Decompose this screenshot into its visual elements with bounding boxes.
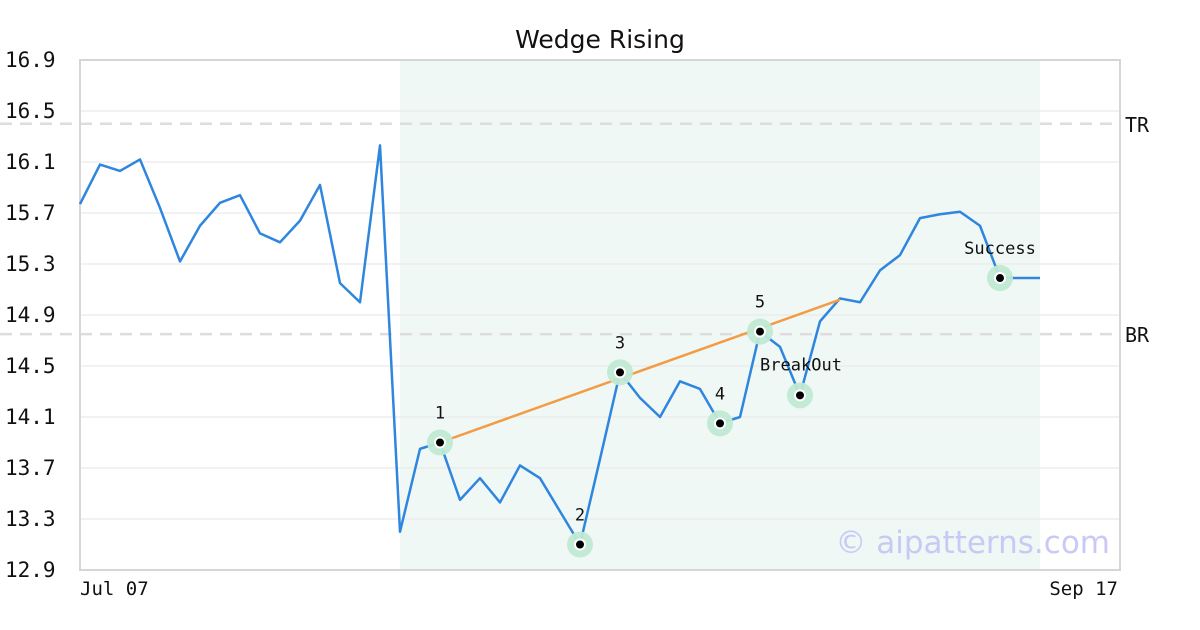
y-tick-label: 15.3 bbox=[5, 252, 56, 276]
pattern-point-marker bbox=[574, 538, 586, 551]
y-tick-label: 13.7 bbox=[5, 456, 56, 480]
pattern-point-marker bbox=[754, 325, 766, 338]
pattern-point-label: Success bbox=[964, 239, 1036, 259]
pattern-point-label: 3 bbox=[615, 333, 625, 353]
pattern-point-label: 4 bbox=[715, 384, 725, 404]
chart-title: Wedge Rising bbox=[515, 25, 685, 54]
y-tick-label: 16.1 bbox=[5, 150, 56, 174]
watermark: © aipatterns.com bbox=[835, 525, 1110, 561]
price-series-line bbox=[78, 144, 1040, 546]
y-tick-label: 15.7 bbox=[5, 201, 56, 225]
pattern-point-marker bbox=[994, 272, 1006, 285]
wedge-trend-line bbox=[439, 298, 841, 444]
y-tick-label: 14.9 bbox=[5, 303, 56, 327]
pattern-point-marker bbox=[614, 366, 626, 379]
y-axis-ticks: 12.9 13.3 13.7 14.1 14.5 14.9 15.3 15.7 16.1 16.5… bbox=[5, 48, 56, 582]
reference-line-label: BR bbox=[1125, 323, 1150, 347]
pattern-point-label: BreakOut bbox=[760, 355, 842, 375]
plot-frame bbox=[79, 59, 1121, 571]
pattern-point-label: 1 bbox=[435, 404, 445, 424]
y-tick-label: 14.5 bbox=[5, 354, 56, 378]
pattern-point-marker bbox=[434, 436, 446, 449]
y-tick-label: 13.3 bbox=[5, 507, 56, 531]
reference-lines: TR BR bbox=[0, 113, 1150, 347]
pattern-point-marker bbox=[794, 389, 806, 402]
pattern-point-marker bbox=[714, 417, 726, 430]
pattern-points: 1 2 3 4 5 BreakOut Success bbox=[427, 239, 1036, 558]
x-tick-label: Sep 17 bbox=[1049, 578, 1118, 600]
y-tick-label: 14.1 bbox=[5, 405, 56, 429]
y-tick-label: 16.9 bbox=[5, 48, 56, 72]
y-tick-label: 12.9 bbox=[5, 558, 56, 582]
x-tick-label: Jul 07 bbox=[80, 578, 149, 600]
x-axis-ticks: Jul 07 Sep 17 bbox=[80, 578, 1118, 600]
pattern-point-label: 2 bbox=[575, 506, 585, 526]
reference-line-label: TR bbox=[1125, 113, 1150, 137]
pattern-point-label: 5 bbox=[755, 293, 765, 313]
y-tick-label: 16.5 bbox=[5, 99, 56, 123]
